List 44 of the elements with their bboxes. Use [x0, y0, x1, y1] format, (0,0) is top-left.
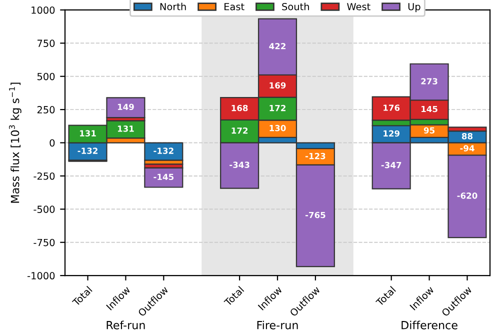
data-label: -132 [78, 148, 98, 154]
data-label: -132 [154, 148, 174, 154]
y-tick-label: -750 [34, 238, 55, 246]
data-label: -765 [305, 212, 326, 218]
data-label: 169 [270, 82, 286, 89]
data-label: 95 [424, 127, 434, 134]
legend-label: South [282, 2, 309, 10]
data-label: 131 [118, 126, 134, 132]
y-tick-label: -250 [34, 172, 55, 180]
y-tick-label: 1000 [32, 6, 55, 14]
data-label: 273 [421, 78, 438, 84]
data-label: -145 [154, 174, 174, 180]
y-tick-label: -1000 [28, 272, 55, 280]
data-label: 130 [270, 124, 286, 132]
legend-label: North [160, 2, 186, 10]
data-label: 145 [422, 106, 438, 112]
y-tick-label: 0 [50, 139, 55, 147]
data-label: -620 [457, 192, 478, 199]
data-label: 176 [384, 104, 400, 111]
y-axis-title: Mass flux [10$^{3}$ kg s$^{−1}$] [9, 82, 22, 203]
y-tick-label: 750 [38, 40, 55, 47]
data-label: 172 [270, 104, 286, 112]
y-tick-label: 500 [37, 72, 55, 80]
legend-label: Up [408, 3, 420, 12]
bar [106, 97, 146, 118]
text: Difference [402, 320, 458, 330]
y-tick-label: 250 [37, 106, 55, 114]
y-tick-label: -500 [34, 206, 55, 213]
data-label: 422 [269, 42, 286, 50]
data-label: -343 [230, 162, 250, 168]
data-label: -347 [381, 162, 402, 168]
data-label: 131 [80, 130, 96, 136]
data-label: 172 [232, 127, 248, 134]
legend-label: West [347, 3, 370, 10]
legend-label: East [224, 3, 244, 10]
data-label: -94 [460, 145, 474, 152]
data-label: 129 [384, 130, 400, 137]
data-label: 149 [118, 104, 134, 110]
text: Ref-run [106, 320, 145, 330]
data-label: 168 [232, 104, 248, 112]
data-label: 88 [462, 133, 473, 140]
data-label: -123 [305, 152, 326, 160]
text: Fire-run [257, 320, 298, 330]
bar [144, 167, 184, 188]
